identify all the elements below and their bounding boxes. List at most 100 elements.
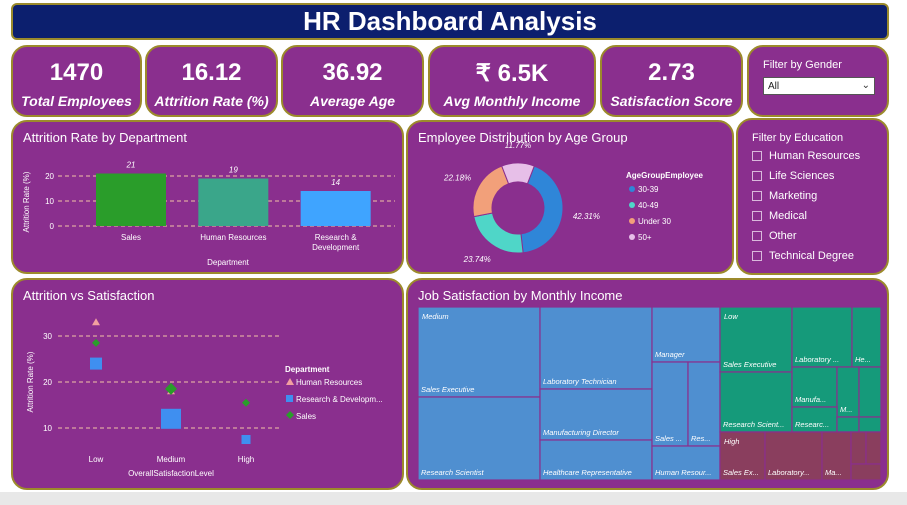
scatter-point <box>92 318 100 326</box>
x-tick-label: Medium <box>157 455 186 464</box>
donut-slice <box>472 165 510 218</box>
bar <box>198 178 269 226</box>
kpi-card-attrition-rate: 16.12 Attrition Rate (%) <box>145 45 278 117</box>
treemap-cell <box>539 388 653 441</box>
kpi-value: 36.92 <box>322 59 383 86</box>
treemap-label: Laboratory Technician <box>543 377 617 386</box>
education-option[interactable]: Technical Degree <box>752 250 854 262</box>
treemap-label: Research Scient... <box>723 420 784 429</box>
x-tick-label: High <box>238 455 254 464</box>
y-tick-label: 10 <box>43 424 52 433</box>
treemap-cell <box>791 406 838 433</box>
treemap-cell <box>851 306 882 368</box>
x-tick-label: Research & <box>315 233 357 242</box>
checkbox[interactable] <box>752 231 762 241</box>
panel-title: Job Satisfaction by Monthly Income <box>418 288 623 303</box>
treemap-label: Res... <box>691 434 711 443</box>
kpi-card-average-age: 36.92 Average Age <box>281 45 424 117</box>
education-option-label: Medical <box>769 210 807 222</box>
data-label: 14 <box>331 178 340 187</box>
treemap-label: Manufa... <box>795 395 826 404</box>
treemap-label: Sales Executive <box>723 360 776 369</box>
attrition-vs-satisfaction-panel: Attrition vs Satisfaction 30 20 10 Low Mediu… <box>11 278 404 490</box>
panel-title: Attrition vs Satisfaction <box>23 288 155 303</box>
data-label: 21 <box>126 161 136 170</box>
scatter-chart: 30 20 10 Low Medium High OverallSatisfactionLe… <box>26 318 383 478</box>
gender-select[interactable]: All ⌄ <box>763 77 875 95</box>
treemap-group-label: Medium <box>422 312 449 321</box>
treemap-label: Laboratory ... <box>795 355 839 364</box>
treemap-cell <box>687 361 721 447</box>
age-distribution-panel: Employee Distribution by Age Group 42.31… <box>406 120 734 274</box>
legend-marker <box>629 202 635 208</box>
kpi-label: Avg Monthly Income <box>443 93 581 109</box>
treemap-chart: Sales Executive Medium Research Scientist L… <box>417 306 882 481</box>
window-bottom-bar <box>0 492 907 505</box>
legend-marker <box>286 411 294 419</box>
treemap-label: Manufacturing Director <box>543 428 619 437</box>
scatter-point <box>242 398 250 407</box>
checkbox[interactable] <box>752 251 762 261</box>
x-tick-label: Development <box>312 243 360 252</box>
treemap-label: Laboratory... <box>768 468 810 477</box>
checkbox[interactable] <box>752 171 762 181</box>
legend-marker <box>286 395 293 402</box>
scatter-point <box>90 357 102 370</box>
x-tick-label: Human Resources <box>200 233 266 242</box>
x-axis-label: Department <box>207 258 250 267</box>
legend-title: AgeGroupEmployee <box>626 171 703 180</box>
data-label: 42.31% <box>573 212 600 221</box>
legend-marker <box>629 218 635 224</box>
legend-marker <box>286 378 294 385</box>
education-option[interactable]: Life Sciences <box>752 170 834 182</box>
kpi-value: ₹ 6.5K <box>475 60 549 87</box>
education-option-label: Human Resources <box>769 150 861 162</box>
legend-label: Under 30 <box>638 217 671 226</box>
legend-marker <box>629 186 635 192</box>
kpi-value: 2.73 <box>648 59 695 86</box>
treemap-label: Sales ... <box>655 434 682 443</box>
y-axis-label: Attrition Rate (%) <box>22 171 31 232</box>
treemap-cell <box>651 445 721 481</box>
treemap-label: Researc... <box>795 420 829 429</box>
scatter-point <box>92 338 100 347</box>
checkbox[interactable] <box>752 191 762 201</box>
panel-title: Attrition Rate by Department <box>23 130 188 145</box>
data-label: 23.74% <box>463 255 491 264</box>
education-filter-title: Filter by Education <box>752 132 844 144</box>
treemap-cell <box>764 431 823 481</box>
education-filter-card: Filter by Education Human Resources Life… <box>736 118 889 275</box>
data-label: 11.77% <box>505 141 532 150</box>
checkbox[interactable] <box>752 151 762 161</box>
donut-slice <box>501 162 535 185</box>
treemap-label: Healthcare Representative <box>543 468 632 477</box>
x-axis-label: OverallSatisfactionLevel <box>128 469 214 478</box>
x-tick-label: Low <box>89 455 104 464</box>
legend-label: Human Resources <box>296 378 362 387</box>
scatter-point <box>241 435 251 444</box>
education-option[interactable]: Marketing <box>752 190 817 202</box>
y-tick-label: 20 <box>43 378 52 387</box>
treemap-cell <box>858 366 882 418</box>
checkbox[interactable] <box>752 211 762 221</box>
education-option[interactable]: Human Resources <box>752 150 860 162</box>
education-option[interactable]: Medical <box>752 210 807 222</box>
treemap-label: Research Scientist <box>421 468 484 477</box>
treemap-group-label: High <box>724 437 739 446</box>
y-tick-label: 20 <box>45 172 54 181</box>
chevron-down-icon: ⌄ <box>861 80 870 91</box>
treemap-cell <box>865 431 882 465</box>
treemap-cell <box>417 396 541 481</box>
attrition-by-department-panel: Attrition Rate by Department 0 10 20 21 Sale… <box>11 120 404 274</box>
kpi-label: Attrition Rate (%) <box>154 93 269 109</box>
treemap-label: Human Resour... <box>655 468 711 477</box>
treemap-label: M... <box>840 405 853 414</box>
data-label: 19 <box>229 166 238 175</box>
treemap-cell <box>791 306 853 368</box>
x-tick-label: Sales <box>121 233 141 242</box>
treemap-cell <box>791 366 838 408</box>
education-option-label: Other <box>769 230 797 242</box>
education-option-label: Marketing <box>769 190 818 202</box>
education-option-label: Life Sciences <box>769 170 835 182</box>
education-option[interactable]: Other <box>752 230 797 242</box>
